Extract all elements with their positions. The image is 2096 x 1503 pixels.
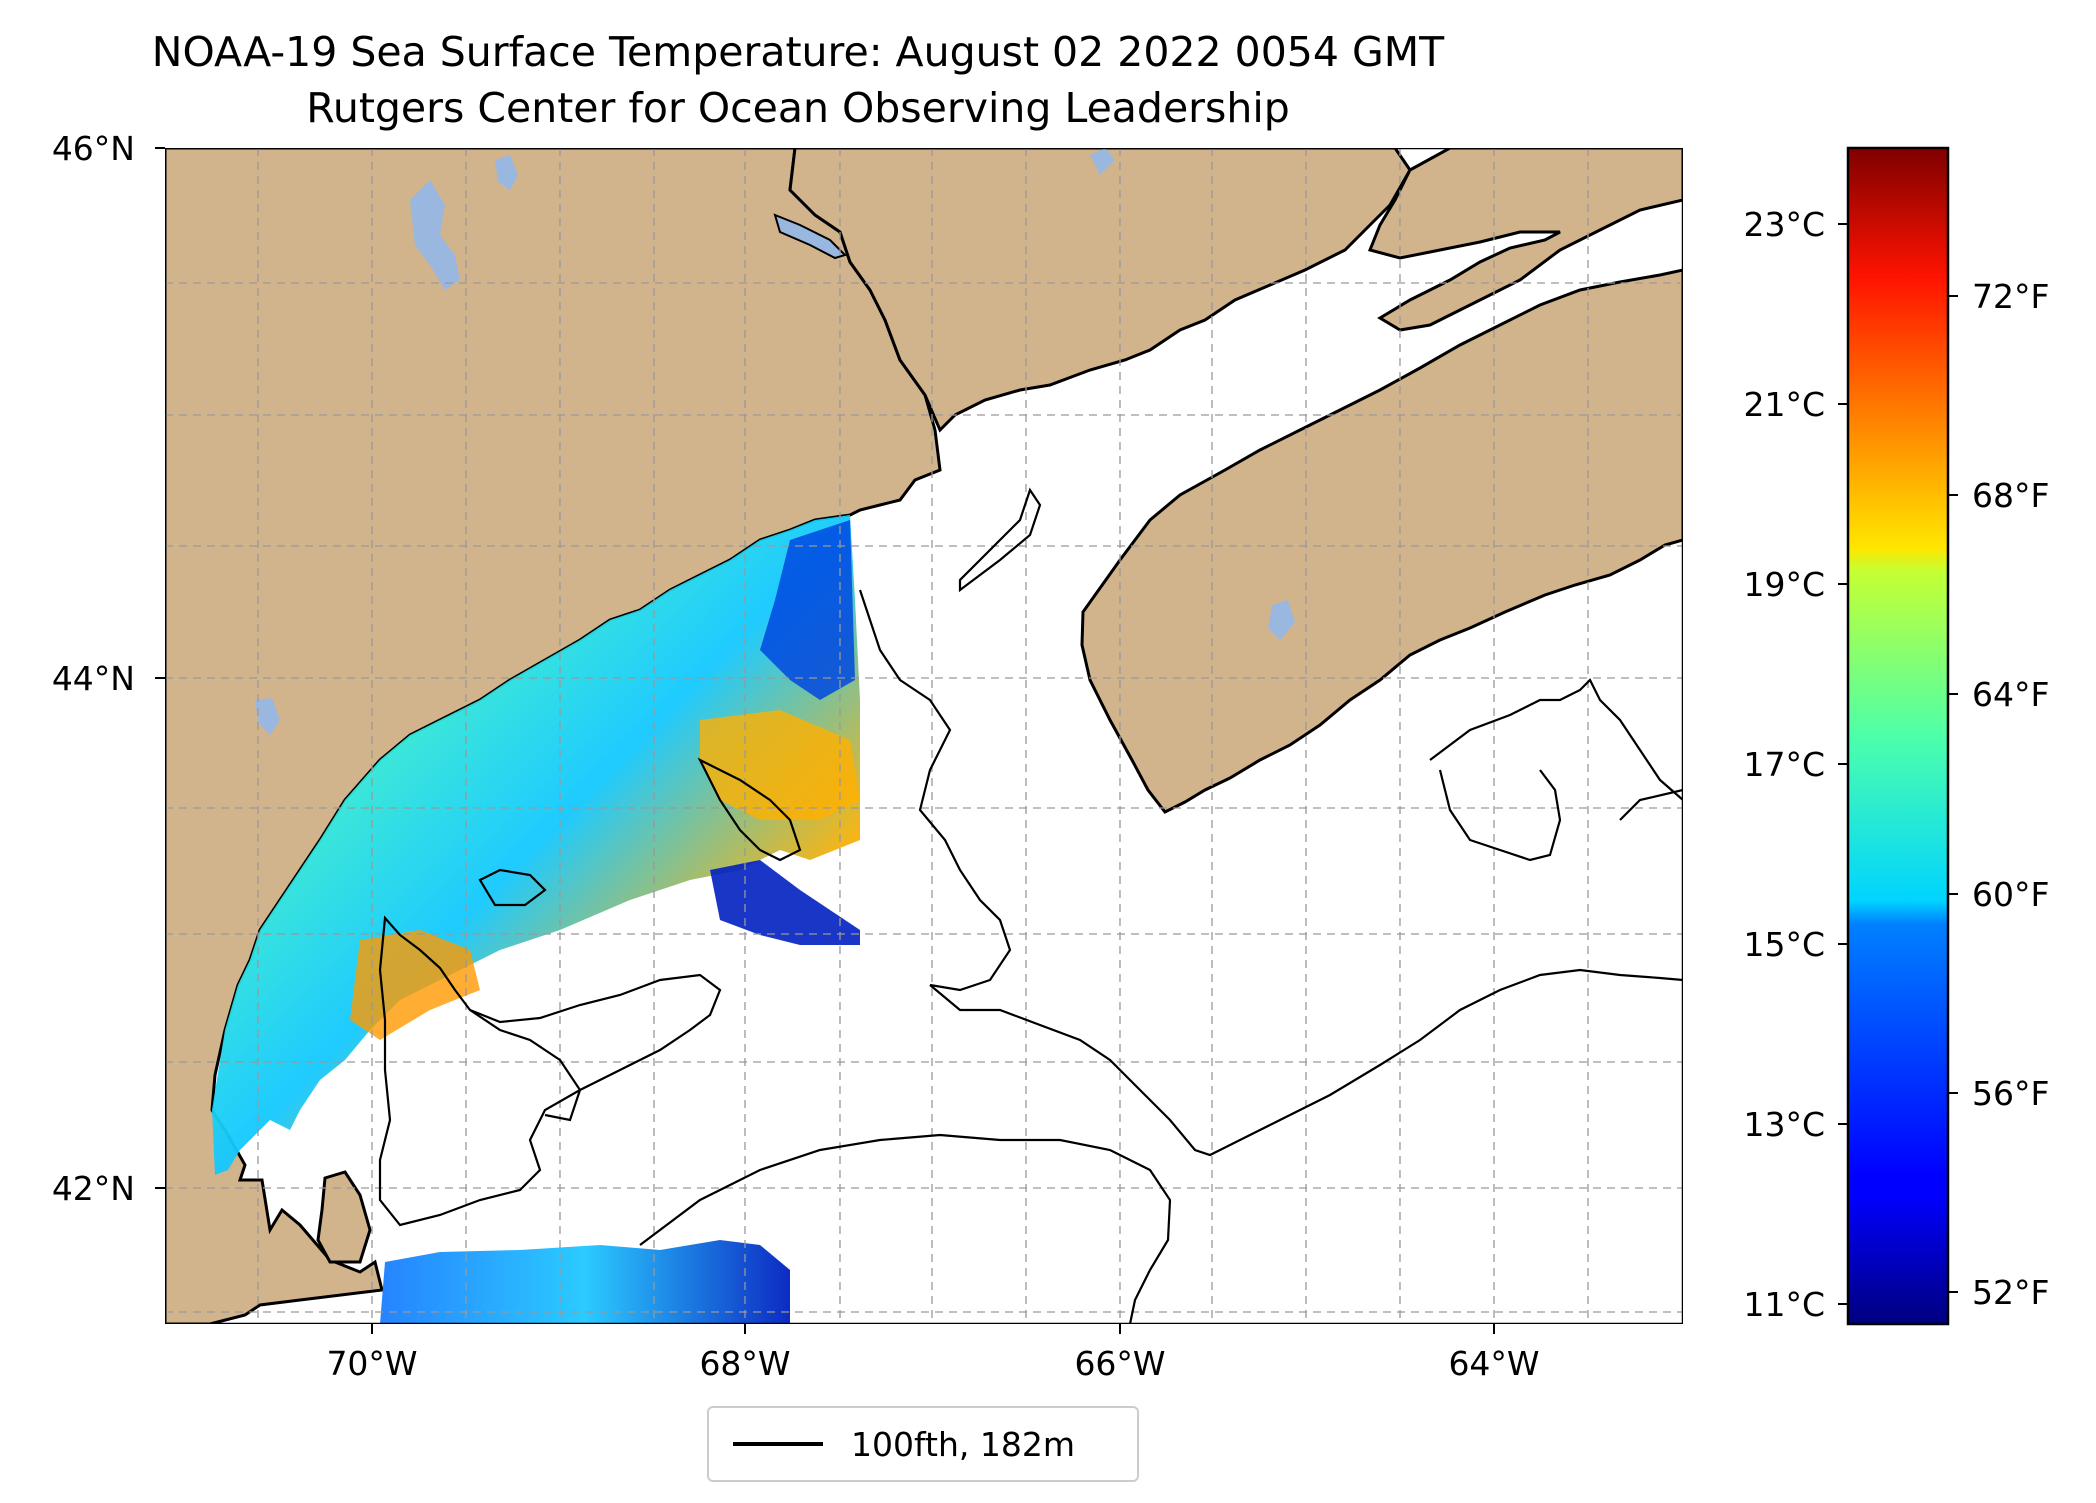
colorbar-c-label-21: 21°C	[1743, 385, 1825, 424]
sst-warm-patch-center	[700, 710, 860, 820]
colorbar-c-label-15: 15°C	[1743, 925, 1825, 964]
colorbar-c-label-11: 11°C	[1743, 1285, 1825, 1324]
colorbar-c-label-17: 17°C	[1743, 745, 1825, 784]
colorbar-c-label-23: 23°C	[1743, 205, 1825, 244]
land-nova-scotia	[1080, 268, 1683, 814]
land-new-brunswick	[788, 148, 1412, 433]
lon-label-68: 68°W	[699, 1344, 790, 1383]
legend: 100fth, 182m	[707, 1406, 1139, 1482]
lake-rossignol	[1268, 600, 1295, 640]
sst-cold-patch-east	[760, 520, 855, 700]
sst-cold-patch-jordan	[710, 860, 860, 945]
land-cape-cod	[316, 1170, 372, 1264]
colorbar-c-label-13: 13°C	[1743, 1105, 1825, 1144]
colorbar-f-label-68: 68°F	[1972, 476, 2049, 515]
lon-label-70: 70°W	[326, 1344, 417, 1383]
lake-sebago	[255, 698, 280, 735]
lake-spednic	[773, 213, 847, 260]
legend-label: 100fth, 182m	[851, 1424, 1075, 1464]
lat-label-46: 46°N	[52, 129, 135, 168]
lat-label-42: 42°N	[52, 1169, 135, 1208]
sst-warm-patch-west	[350, 930, 480, 1040]
lake-grand	[1090, 148, 1115, 175]
legend-line-swatch	[733, 1442, 823, 1446]
lon-label-64: 64°W	[1448, 1344, 1539, 1383]
graticule	[165, 148, 1683, 1324]
isobath-100fth	[378, 487, 1683, 1324]
colorbar-f-label-60: 60°F	[1972, 875, 2049, 914]
colorbar-c-label-19: 19°C	[1743, 565, 1825, 604]
sst-swath-georges-south	[380, 1240, 790, 1324]
figure-title: NOAA-19 Sea Surface Temperature: August …	[151, 28, 1445, 76]
colorbar-ticks	[1838, 223, 1958, 1305]
lake-chesuncook	[495, 155, 518, 190]
colorbar-f-label-72: 72°F	[1972, 277, 2049, 316]
colorbar	[1846, 146, 1950, 1326]
lake-moosehead	[410, 180, 460, 290]
map-area	[165, 148, 1683, 1324]
figure-subtitle: Rutgers Center for Ocean Observing Leade…	[306, 84, 1290, 132]
colorbar-f-label-52: 52°F	[1972, 1273, 2049, 1312]
colorbar-f-label-56: 56°F	[1972, 1074, 2049, 1113]
axis-ticks	[155, 147, 1495, 1334]
lon-label-66: 66°W	[1074, 1344, 1165, 1383]
lat-label-44: 44°N	[52, 659, 135, 698]
colorbar-f-label-64: 64°F	[1972, 675, 2049, 714]
land-pei-region	[1367, 148, 1683, 332]
